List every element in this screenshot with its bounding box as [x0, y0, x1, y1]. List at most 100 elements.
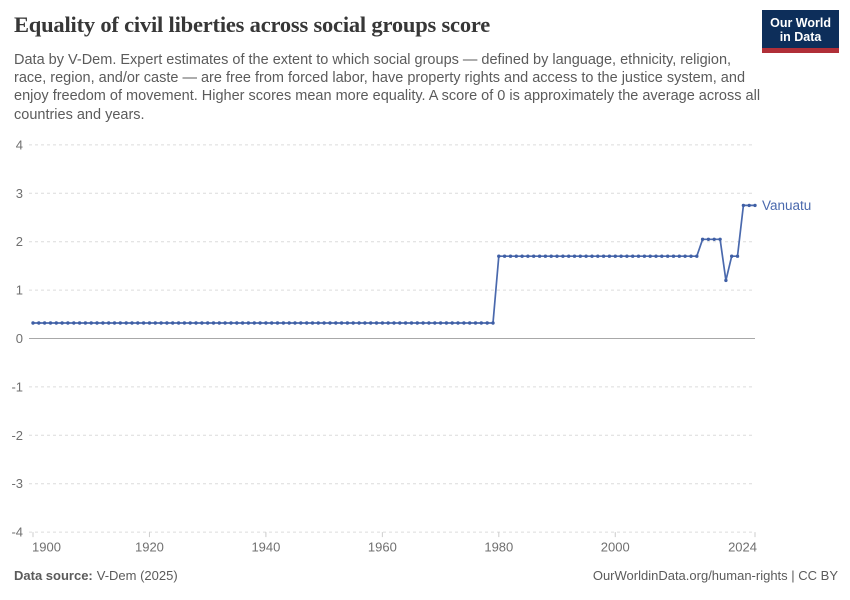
- data-point: [497, 254, 501, 258]
- data-point: [136, 321, 140, 325]
- data-point: [339, 321, 344, 325]
- data-point: [351, 321, 355, 325]
- data-point: [72, 321, 76, 325]
- data-point: [83, 321, 88, 325]
- data-point: [200, 321, 204, 325]
- data-point: [95, 321, 99, 325]
- data-point: [666, 254, 670, 258]
- chart-footer: Data source: V-Dem (2025) OurWorldinData.…: [0, 568, 850, 583]
- data-point: [549, 254, 553, 258]
- data-point: [124, 321, 128, 325]
- data-point: [689, 254, 693, 258]
- data-point: [590, 254, 594, 258]
- data-point: [316, 321, 320, 325]
- data-point: [66, 321, 70, 325]
- data-point: [700, 237, 705, 241]
- data-point: [310, 321, 315, 325]
- data-point: [235, 321, 239, 325]
- data-point: [631, 254, 635, 258]
- y-tick-label: -2: [11, 428, 23, 443]
- data-point: [403, 321, 408, 325]
- data-point: [240, 321, 245, 325]
- data-point: [322, 321, 326, 325]
- data-point: [107, 321, 111, 325]
- data-point: [217, 321, 221, 325]
- data-point: [293, 321, 297, 325]
- data-point: [421, 321, 425, 325]
- data-point: [671, 254, 676, 258]
- data-point: [328, 321, 332, 325]
- data-point: [386, 321, 390, 325]
- data-point: [246, 321, 251, 325]
- data-point: [305, 321, 309, 325]
- attribution-link[interactable]: OurWorldinData.org/human-rights | CC BY: [592, 568, 838, 583]
- data-point: [601, 254, 606, 258]
- data-point: [584, 254, 588, 258]
- data-point: [258, 321, 262, 325]
- data-point: [572, 254, 577, 258]
- data-point: [281, 321, 286, 325]
- data-point: [625, 254, 629, 258]
- data-point: [101, 321, 105, 325]
- data-source: Data source: V-Dem (2025): [14, 568, 178, 583]
- data-point: [747, 203, 751, 208]
- data-point: [741, 203, 746, 208]
- data-point: [60, 321, 64, 325]
- data-point: [159, 321, 163, 325]
- data-point: [147, 321, 152, 325]
- data-point: [141, 321, 146, 325]
- data-point: [275, 321, 280, 325]
- data-point: [706, 237, 711, 241]
- x-tick-label: 1940: [251, 540, 280, 555]
- data-point: [642, 254, 647, 258]
- data-point: [427, 321, 431, 325]
- data-point: [695, 254, 699, 258]
- page-title: Equality of civil liberties across socia…: [14, 12, 491, 37]
- data-point: [31, 321, 35, 325]
- owid-logo[interactable]: Our World in Data: [762, 10, 839, 53]
- data-point: [89, 321, 93, 325]
- data-point: [578, 254, 582, 258]
- data-source-value: V-Dem (2025): [96, 568, 178, 583]
- data-point: [438, 321, 443, 325]
- data-point: [718, 237, 722, 241]
- data-point: [374, 321, 379, 325]
- vanuatu-line[interactable]: [32, 204, 756, 324]
- data-point: [479, 321, 483, 325]
- data-point: [450, 321, 454, 325]
- data-point: [648, 254, 652, 258]
- data-point: [363, 321, 367, 325]
- data-point: [502, 254, 507, 258]
- data-point: [211, 321, 216, 325]
- data-point: [398, 321, 402, 325]
- data-point: [660, 254, 664, 258]
- data-point: [287, 321, 291, 325]
- data-point: [165, 321, 169, 325]
- data-point: [334, 321, 338, 325]
- data-point: [37, 321, 41, 325]
- data-point: [118, 321, 123, 325]
- y-tick-label: -3: [11, 476, 23, 491]
- entity-label-vanuatu[interactable]: Vanuatu: [762, 198, 811, 213]
- data-point: [415, 321, 419, 325]
- y-tick-label: 0: [16, 331, 23, 346]
- data-point: [409, 321, 414, 325]
- data-point: [543, 254, 548, 258]
- data-point: [380, 321, 385, 325]
- data-point: [753, 203, 757, 208]
- data-point: [485, 321, 489, 325]
- data-point: [252, 321, 256, 325]
- data-point: [735, 254, 740, 258]
- data-point: [514, 254, 518, 258]
- data-point: [357, 321, 361, 325]
- data-point: [654, 254, 658, 258]
- y-tick-label: 1: [16, 283, 23, 298]
- y-tick-label: 2: [16, 234, 23, 249]
- data-point: [153, 321, 157, 325]
- data-point: [112, 321, 117, 325]
- data-point: [188, 321, 192, 325]
- data-point: [264, 321, 268, 325]
- data-point: [613, 254, 617, 258]
- data-point: [206, 321, 210, 325]
